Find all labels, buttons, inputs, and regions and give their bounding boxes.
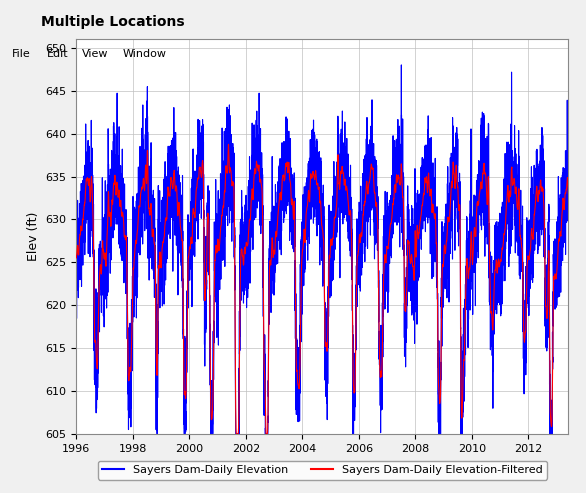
Text: Multiple Locations: Multiple Locations <box>41 15 185 29</box>
Text: File: File <box>12 49 30 59</box>
Y-axis label: Elev (ft): Elev (ft) <box>27 212 40 261</box>
Text: Edit: Edit <box>47 49 69 59</box>
Text: Window: Window <box>123 49 167 59</box>
Text: View: View <box>82 49 108 59</box>
Legend: Sayers Dam-Daily Elevation, Sayers Dam-Daily Elevation-Filtered: Sayers Dam-Daily Elevation, Sayers Dam-D… <box>98 460 547 480</box>
